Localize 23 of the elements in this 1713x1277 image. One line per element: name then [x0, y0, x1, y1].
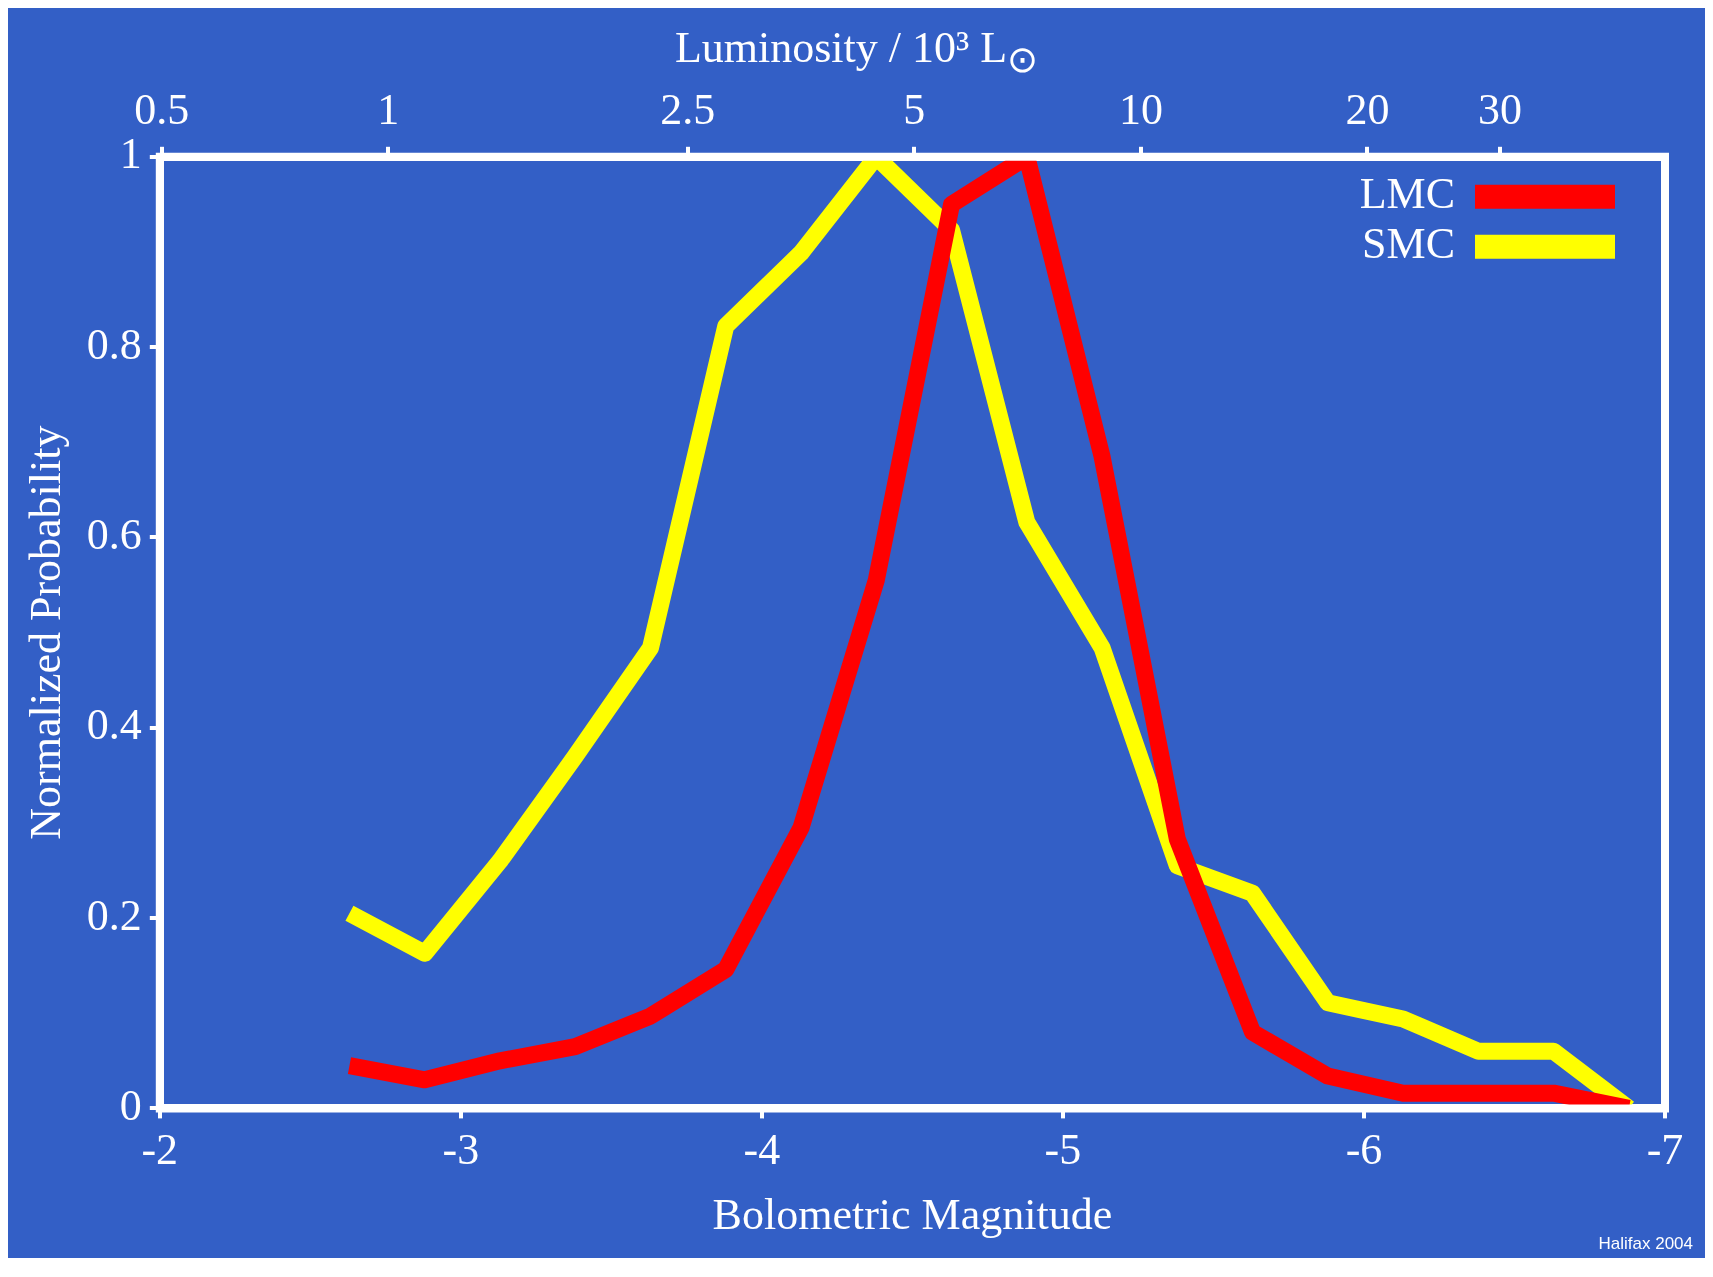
x2-axis-title: Luminosity / 10³ L$_{⊙}$ [673, 22, 1040, 81]
x-tick-label: -2 [141, 1125, 179, 1175]
text: Halifax 2004 [1598, 1234, 1693, 1254]
x2-tick-label: 5 [903, 84, 926, 134]
y-tick-label: 0.8 [86, 319, 142, 369]
x-tick-label: -7 [1646, 1125, 1684, 1175]
x2-tick-label: 2.5 [660, 84, 716, 134]
x-tick-label: -5 [1044, 1125, 1082, 1175]
legend-label: LMC [1359, 169, 1455, 219]
y-tick-label: 0.6 [86, 510, 142, 559]
x2-tick-label: 10 [1118, 84, 1163, 134]
y-tick-label: 0.2 [86, 890, 142, 940]
x2-tick-label: 1 [377, 84, 400, 134]
x-tick-label: -3 [442, 1125, 480, 1175]
legend-label: SMC [1362, 219, 1455, 269]
x2-tick-label: 20 [1345, 84, 1390, 134]
x-axis-title: Bolometric Magnitude [712, 1190, 1113, 1240]
x-tick-label: -6 [1345, 1125, 1383, 1175]
y-tick-label: 0.4 [86, 700, 142, 750]
y-tick-label: 0 [119, 1080, 142, 1130]
x-tick-label: -4 [743, 1125, 781, 1175]
y-axis-title: Normalized Probability [20, 425, 70, 840]
x2-tick-label: 30 [1478, 84, 1522, 134]
